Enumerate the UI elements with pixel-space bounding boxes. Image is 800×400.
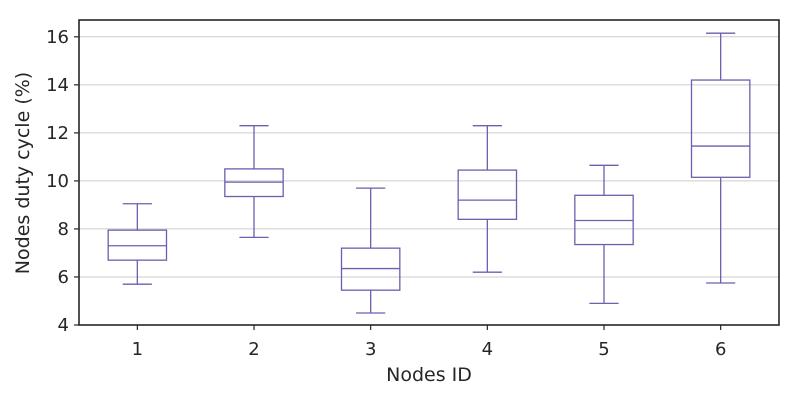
y-tick-label: 14 xyxy=(46,75,69,96)
box-node-2 xyxy=(224,125,284,238)
x-axis-ticks: 1 2 3 4 5 6 xyxy=(132,325,726,360)
y-tick-label: 10 xyxy=(46,171,69,192)
plot-frame xyxy=(78,19,780,326)
y-tick-label: 8 xyxy=(58,219,69,240)
gridlines xyxy=(79,36,779,326)
box-node-4 xyxy=(457,125,518,273)
x-tick-label: 2 xyxy=(248,339,259,360)
box-node-6 xyxy=(690,32,751,284)
x-tick-label: 5 xyxy=(598,339,609,360)
box-node-3 xyxy=(340,187,401,314)
x-tick-label: 4 xyxy=(482,339,493,360)
x-tick-label: 1 xyxy=(132,339,143,360)
y-tick-label: 6 xyxy=(58,267,69,288)
x-tick-label: 6 xyxy=(715,339,726,360)
iqr-box xyxy=(457,169,518,220)
box-node-1 xyxy=(107,203,168,285)
y-axis-label: Nodes duty cycle (%) xyxy=(12,72,34,274)
y-axis-ticks: 4 6 8 10 12 14 16 xyxy=(46,27,79,336)
iqr-box xyxy=(690,79,751,178)
y-tick-label: 16 xyxy=(46,27,69,48)
boxes xyxy=(107,32,751,314)
y-tick-label: 12 xyxy=(46,123,69,144)
y-tick-label: 4 xyxy=(58,315,69,336)
x-axis-label: Nodes ID xyxy=(386,364,472,386)
box-node-5 xyxy=(574,164,634,305)
x-tick-label: 3 xyxy=(365,339,376,360)
